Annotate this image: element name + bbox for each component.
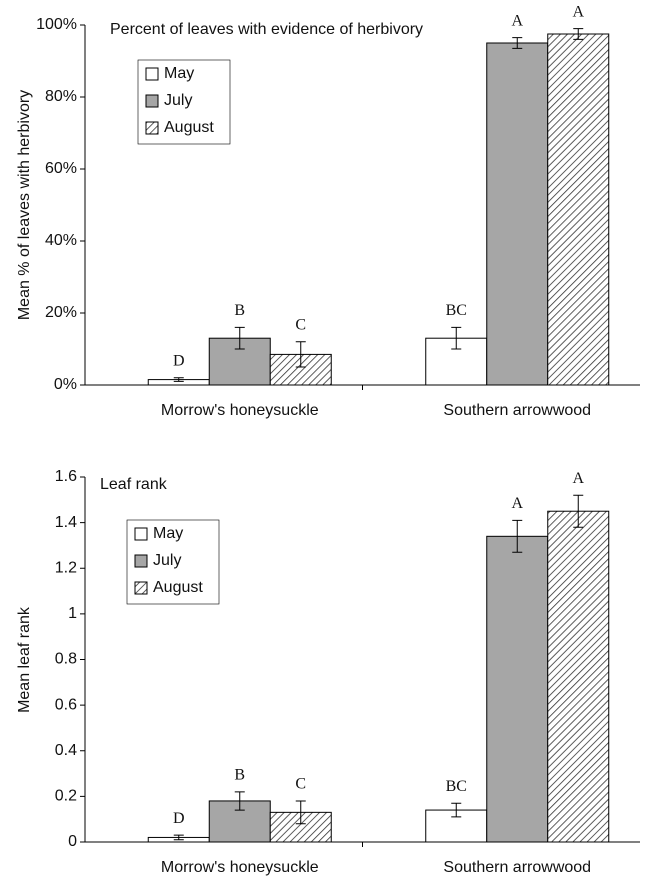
error-bar xyxy=(173,377,184,382)
error-bar xyxy=(573,28,584,40)
legend-label: July xyxy=(153,552,181,569)
legend-swatch xyxy=(134,554,148,568)
error-bar xyxy=(512,519,523,553)
y-tick-label: 80% xyxy=(45,88,77,105)
legend-label: July xyxy=(164,92,192,109)
chart-title: Percent of leaves with evidence of herbi… xyxy=(110,21,423,38)
error-bar xyxy=(512,37,523,49)
significance-letter: B xyxy=(234,302,245,319)
y-tick-label: 1.6 xyxy=(55,468,77,485)
legend-label: May xyxy=(164,65,194,82)
significance-letter: A xyxy=(511,12,523,29)
significance-letter: A xyxy=(511,495,523,512)
y-tick-label: 60% xyxy=(45,160,77,177)
significance-letter: A xyxy=(572,470,584,487)
error-bar xyxy=(295,341,306,368)
legend-label: August xyxy=(153,579,203,596)
legend-swatch xyxy=(134,527,148,541)
y-tick-label: 0.6 xyxy=(55,696,77,713)
legend-label: May xyxy=(153,525,183,542)
x-tick-label: Morrow's honeysuckle xyxy=(161,402,319,419)
significance-letter: A xyxy=(572,3,584,20)
y-tick-label: 0.4 xyxy=(55,742,77,759)
legend-swatch xyxy=(134,581,148,595)
error-bar xyxy=(451,326,462,350)
error-bar xyxy=(234,791,245,811)
legend-swatch xyxy=(145,67,159,81)
error-bar xyxy=(451,802,462,818)
legend-swatch xyxy=(145,121,159,135)
bar xyxy=(547,510,610,843)
error-bar xyxy=(234,326,245,350)
significance-letter: C xyxy=(295,316,306,333)
error-bar xyxy=(173,834,184,841)
y-tick-label: 0.2 xyxy=(55,788,77,805)
chart-title: Leaf rank xyxy=(100,476,168,493)
y-tick-label: 1.2 xyxy=(55,559,77,576)
legend-swatch xyxy=(145,94,159,108)
y-tick-label: 40% xyxy=(45,232,77,249)
significance-letter: C xyxy=(295,776,306,793)
significance-letter: D xyxy=(173,352,185,369)
significance-letter: D xyxy=(173,810,185,827)
y-axis-label: Mean % of leaves with herbivory xyxy=(16,90,33,320)
y-tick-label: 0.8 xyxy=(55,651,77,668)
error-bar xyxy=(295,800,306,825)
bar xyxy=(486,535,549,843)
y-tick-label: 1 xyxy=(68,605,77,622)
x-tick-label: Southern arrowwood xyxy=(443,859,591,876)
y-tick-label: 0% xyxy=(54,376,77,393)
y-tick-label: 20% xyxy=(45,304,77,321)
y-tick-label: 0 xyxy=(68,833,77,850)
significance-letter: BC xyxy=(446,778,467,795)
y-tick-label: 1.4 xyxy=(55,514,77,531)
y-tick-label: 100% xyxy=(36,16,77,33)
y-axis-label: Mean leaf rank xyxy=(16,606,33,713)
x-tick-label: Morrow's honeysuckle xyxy=(161,859,319,876)
bar xyxy=(486,42,549,386)
x-tick-label: Southern arrowwood xyxy=(443,402,591,419)
significance-letter: B xyxy=(234,766,245,783)
significance-letter: BC xyxy=(446,302,467,319)
error-bar xyxy=(573,494,584,528)
legend-label: August xyxy=(164,119,214,136)
bar xyxy=(547,33,610,386)
